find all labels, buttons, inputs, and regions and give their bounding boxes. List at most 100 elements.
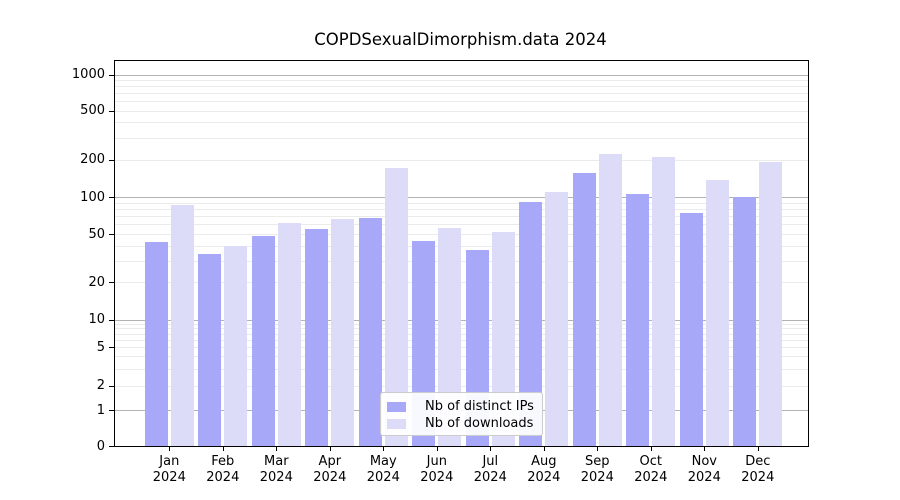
minor-gridline — [115, 86, 808, 88]
legend-swatch-downloads — [387, 418, 406, 429]
minor-gridline — [115, 216, 808, 217]
x-tick-label-line: 2024 — [527, 469, 561, 485]
minor-gridline — [115, 122, 808, 124]
x-tick-label-line: 2024 — [473, 469, 507, 485]
y-tick — [109, 197, 115, 198]
x-tick-label-line: 2024 — [152, 469, 186, 485]
legend-label-distinct-ips: Nb of distinct IPs — [425, 398, 534, 414]
x-tick-label-line: Sep — [585, 454, 610, 469]
x-tick-label: Jan 2024 — [141, 454, 197, 485]
bar-distinct-ips-nov — [679, 213, 703, 446]
bar-distinct-ips-aug — [519, 202, 543, 446]
y-tick-label: 5 — [96, 339, 105, 355]
y-tick — [109, 319, 115, 321]
x-tick-label: Apr 2024 — [302, 454, 358, 485]
x-tick — [222, 446, 224, 451]
x-tick-label: Jul 2024 — [462, 454, 518, 485]
x-tick — [650, 446, 652, 451]
x-tick-label-line: Dec — [745, 454, 771, 469]
x-tick-label-line: Oct — [639, 454, 663, 469]
x-tick-label-line: 2024 — [313, 469, 347, 485]
x-tick-label: Dec 2024 — [730, 454, 786, 485]
minor-gridline — [115, 224, 808, 226]
minor-gridline — [115, 260, 808, 262]
bar-downloads-aug — [545, 191, 569, 446]
x-tick-label-line: 2024 — [206, 469, 240, 485]
x-tick-label: Nov 2024 — [676, 454, 732, 485]
x-tick-label-line: Aug — [531, 454, 557, 469]
minor-gridline — [115, 202, 808, 204]
x-tick-label: Mar 2024 — [248, 454, 304, 485]
x-tick — [329, 446, 331, 451]
minor-gridline — [115, 159, 808, 161]
x-tick-label-line: 2024 — [634, 469, 668, 485]
bar-downloads-sep — [598, 153, 622, 446]
x-tick-label-line: 2024 — [580, 469, 614, 485]
x-tick — [704, 446, 706, 451]
major-gridline — [115, 319, 808, 321]
bar-distinct-ips-feb — [198, 254, 222, 446]
minor-gridline — [115, 328, 808, 330]
x-tick-label: May 2024 — [355, 454, 411, 485]
y-tick-label: 50 — [88, 226, 105, 242]
x-tick-label: Oct 2024 — [623, 454, 679, 485]
x-tick — [169, 446, 171, 451]
y-tick — [109, 410, 115, 411]
x-tick-label: Aug 2024 — [516, 454, 572, 485]
minor-gridline — [115, 234, 808, 235]
bar-downloads-apr — [331, 219, 355, 446]
x-tick-label: Jun 2024 — [409, 454, 465, 485]
x-tick-label: Feb 2024 — [195, 454, 251, 485]
bar-distinct-ips-mar — [251, 236, 275, 446]
y-tick-label: 2 — [96, 378, 105, 393]
x-tick-label-line: May — [369, 454, 397, 469]
bar-downloads-may — [384, 168, 408, 446]
minor-gridline — [115, 356, 808, 358]
bar-distinct-ips-dec — [733, 197, 757, 446]
y-tick-label: 10 — [88, 312, 105, 327]
x-tick-label-line: Apr — [318, 454, 342, 469]
minor-gridline — [115, 80, 808, 81]
y-tick-label: 1 — [96, 402, 105, 418]
x-tick — [276, 446, 278, 451]
y-tick-label: 0 — [96, 438, 105, 454]
y-tick — [109, 385, 115, 387]
minor-gridline — [115, 93, 808, 94]
y-tick — [109, 74, 115, 76]
y-tick-label: 500 — [80, 103, 105, 118]
minor-gridline — [115, 333, 808, 335]
y-tick — [109, 110, 115, 112]
bar-downloads-oct — [652, 156, 676, 446]
chart-title: COPDSexualDimorphism.data 2024 — [314, 30, 607, 49]
minor-gridline — [115, 110, 808, 112]
plot-area: Jan 2024 Feb 2024 Mar 2024 Apr 2024 May 2024 Jun 20… — [72, 60, 809, 485]
x-tick-label-line: 2024 — [420, 469, 454, 485]
major-gridline — [115, 197, 808, 198]
bar-downloads-feb — [224, 245, 248, 446]
legend-swatch-distinct-ips — [387, 401, 406, 412]
minor-gridline — [115, 385, 808, 387]
y-tick — [109, 282, 115, 283]
bar-distinct-ips-may — [358, 218, 382, 446]
x-tick — [436, 446, 438, 451]
x-tick-label-line: 2024 — [366, 469, 400, 485]
bar-downloads-jan — [170, 205, 194, 446]
bar-downloads-dec — [759, 162, 783, 446]
bar-distinct-ips-jan — [144, 241, 168, 446]
minor-gridline — [115, 368, 808, 370]
y-tick-label: 200 — [80, 152, 105, 167]
minor-gridline — [115, 282, 808, 283]
x-tick-label-line: Jul — [482, 454, 499, 469]
y-tick — [109, 446, 115, 447]
y-tick-label: 20 — [88, 274, 105, 290]
legend-label-downloads: Nb of downloads — [425, 415, 534, 431]
y-tick — [109, 234, 115, 235]
y-tick-label: 1000 — [71, 67, 105, 82]
minor-gridline — [115, 208, 808, 210]
minor-gridline — [115, 347, 808, 348]
x-tick-label-line: Feb — [211, 454, 235, 469]
x-tick-label-line: 2024 — [259, 469, 293, 485]
legend: Nb of distinct IPs Nb of downloads — [380, 392, 543, 436]
bar-distinct-ips-apr — [305, 228, 329, 446]
